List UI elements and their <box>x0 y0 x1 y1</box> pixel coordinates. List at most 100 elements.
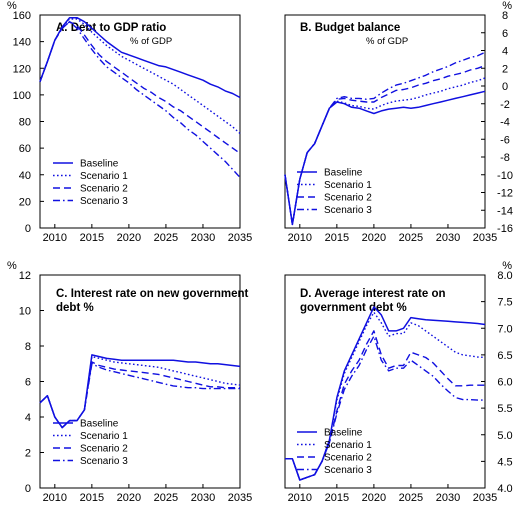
y-tick-label: -12 <box>497 188 513 200</box>
x-tick-label: 2030 <box>436 232 460 244</box>
x-tick-label: 2020 <box>117 492 141 504</box>
y-tick-label: 160 <box>13 10 31 22</box>
legend-label: Scenario 1 <box>80 171 128 182</box>
panel-title: A. Debt to GDP ratio <box>56 22 166 34</box>
y-tick-label: 5.0 <box>497 430 512 442</box>
y-tick-label: 12 <box>19 270 31 282</box>
y-axis-unit-symbol: % <box>7 0 17 12</box>
y-tick-label: 4.0 <box>497 483 512 495</box>
legend-label: Scenario 3 <box>80 456 128 467</box>
y-tick-label: 2 <box>502 63 508 75</box>
y-tick-label: 2 <box>25 448 31 460</box>
x-tick-label: 2035 <box>228 232 252 244</box>
y-axis-unit-symbol: % <box>7 260 17 272</box>
x-tick-label: 2035 <box>473 492 497 504</box>
legend-label: Scenario 3 <box>324 465 372 476</box>
series-line-scenario-2 <box>39 361 240 429</box>
y-tick-label: 7.0 <box>497 323 512 335</box>
y-tick-label: 4.5 <box>497 456 512 468</box>
y-tick-label: 8.0 <box>497 270 512 282</box>
y-tick-label: 40 <box>19 170 31 182</box>
legend-label: Scenario 2 <box>324 193 372 204</box>
legend-label: Scenario 2 <box>324 453 372 464</box>
series-line-scenario-1 <box>285 311 486 481</box>
x-tick-label: 2030 <box>191 232 215 244</box>
series-line-baseline <box>284 90 486 226</box>
y-tick-label: -8 <box>500 152 510 164</box>
y-tick-label: 8 <box>25 341 31 353</box>
legend-label: Baseline <box>80 159 119 170</box>
x-tick-label: 2020 <box>117 232 141 244</box>
panel-1: 0 20 40 60 80 100 120 140 160% 2010 2015 2020 2025 20… <box>7 0 252 244</box>
x-tick-label: 2035 <box>473 232 497 244</box>
series-line-scenario-2 <box>285 330 485 481</box>
y-tick-label: 0 <box>25 483 31 495</box>
y-tick-label: 4 <box>25 412 31 424</box>
x-tick-label: 2010 <box>288 232 312 244</box>
x-tick-label: 2010 <box>43 232 67 244</box>
y-tick-label: -2 <box>500 99 510 111</box>
y-tick-label: -6 <box>500 134 510 146</box>
series-line-baseline <box>285 306 486 481</box>
y-tick-label: 8 <box>502 10 508 22</box>
legend-label: Scenario 1 <box>324 440 372 451</box>
y-tick-label: 6 <box>25 377 31 389</box>
legend-label: Baseline <box>80 419 119 430</box>
y-tick-label: 100 <box>13 90 31 102</box>
y-tick-label: 60 <box>19 143 31 155</box>
y-tick-label: 0 <box>25 223 31 235</box>
panel-3: 0 2 4 6 8 10 12% 2010 2015 2020 2025 2030 2035 C. Int… <box>7 260 252 504</box>
y-tick-label: 6.5 <box>497 350 512 362</box>
series-line-scenario-2 <box>39 21 241 154</box>
y-tick-label: 0 <box>502 81 508 93</box>
x-tick-label: 2025 <box>399 492 423 504</box>
legend-label: Scenario 1 <box>80 431 128 442</box>
panel-title: B. Budget balance <box>300 22 400 34</box>
x-tick-label: 2015 <box>325 492 349 504</box>
y-tick-label: -4 <box>500 117 510 129</box>
series-line-scenario-1 <box>39 18 241 135</box>
panel-unit-label: % of GDP <box>366 36 408 47</box>
x-tick-label: 2020 <box>362 492 386 504</box>
series-line-scenario-3 <box>285 335 485 481</box>
series-line-scenario-3 <box>39 21 241 178</box>
series-line-scenario-2 <box>284 64 486 226</box>
x-tick-label: 2025 <box>154 232 178 244</box>
x-tick-label: 2015 <box>325 232 349 244</box>
series-line-baseline <box>39 16 241 99</box>
y-tick-label: 6 <box>502 28 508 40</box>
y-tick-label: 6.0 <box>497 377 512 389</box>
x-tick-label: 2025 <box>154 492 178 504</box>
y-tick-label: 20 <box>19 196 31 208</box>
y-tick-label: 5.5 <box>497 403 512 415</box>
y-axis-unit-symbol: % <box>502 0 512 12</box>
panel-title: D. Average interest rate on government de… <box>300 288 446 314</box>
panel-unit-label: % of GDP <box>130 36 172 47</box>
y-axis-unit-symbol: % <box>502 260 512 272</box>
legend-label: Scenario 3 <box>80 196 128 207</box>
panel-title: C. Interest rate on new government debt % <box>56 288 249 314</box>
y-tick-label: 80 <box>19 117 31 129</box>
y-tick-label: 140 <box>13 37 31 49</box>
y-tick-label: -14 <box>497 205 513 217</box>
y-tick-label: -16 <box>497 223 513 235</box>
x-tick-label: 2030 <box>436 492 460 504</box>
legend-label: Scenario 2 <box>80 184 128 195</box>
legend-label: Scenario 2 <box>80 444 128 455</box>
x-tick-label: 2010 <box>288 492 312 504</box>
y-tick-label: 4 <box>502 46 508 58</box>
legend-label: Baseline <box>324 428 363 439</box>
legend-label: Scenario 1 <box>324 180 372 191</box>
series-line-scenario-3 <box>39 363 240 429</box>
panel-4: 4.0 4.5 5.0 5.5 6.0 6.5 7.0 7.5 8.0% 2010 2015 2020… <box>284 260 513 504</box>
y-tick-label: 120 <box>13 63 31 75</box>
panel-2: -16 -14 -12 -10 -8 -6 -4 -2 0 2 4 6 8% 2010 2015 2020 20… <box>284 0 513 244</box>
x-tick-label: 2020 <box>362 232 386 244</box>
x-tick-label: 2015 <box>80 232 104 244</box>
